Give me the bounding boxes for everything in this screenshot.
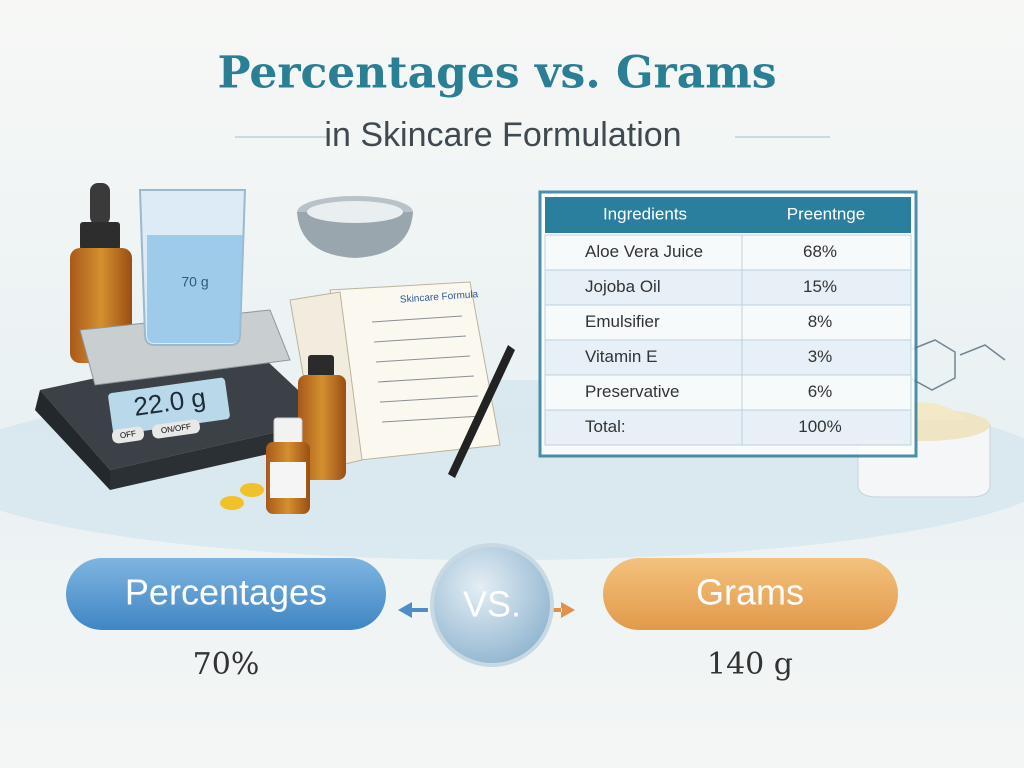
ingredient-percent: 3%: [808, 347, 833, 366]
percent-pill: [66, 558, 386, 630]
ingredient-table: Ingredients Preentnge Aloe Vera Juice 68%…: [538, 190, 918, 458]
ingredient-name: Jojoba Oil: [585, 277, 661, 296]
arrow: [398, 602, 428, 618]
bottles: [220, 355, 346, 514]
ingredient-name: Total:: [585, 417, 626, 436]
comparison: Percentages Grams VS. 70% 140 g: [66, 543, 898, 682]
table-row: [544, 234, 912, 271]
beaker-label: 70 g: [181, 274, 208, 290]
ingredient-percent: 15%: [803, 277, 837, 296]
bowl: [297, 196, 413, 258]
ingredient-name: Aloe Vera Juice: [585, 242, 703, 261]
ingredient-percent: 68%: [803, 242, 837, 261]
table-row: [544, 304, 912, 341]
vs-circle: [430, 543, 554, 667]
scale: 22.0 g OFF ON/OFF: [35, 309, 330, 490]
title: Percentages vs. Grams: [217, 48, 776, 99]
table-row: [544, 269, 912, 306]
ingredient-name: Vitamin E: [585, 347, 657, 366]
grams-label: Grams: [696, 572, 804, 613]
ingredient-percent: 8%: [808, 312, 833, 331]
ingredient-name: Preservative: [585, 382, 679, 401]
table-header: Ingredients: [603, 204, 687, 223]
ingredient-percent: 6%: [808, 382, 833, 401]
percent-value: 70%: [193, 647, 260, 682]
vs-label: VS.: [463, 584, 521, 625]
percent-label: Percentages: [125, 572, 327, 613]
ingredient-name: Emulsifier: [585, 312, 660, 331]
scale-button: ON/OFF: [160, 422, 191, 435]
table-header: Preentnge: [787, 204, 865, 223]
ingredient-percent: 100%: [798, 417, 841, 436]
grams-value: 140 g: [707, 647, 793, 682]
table-row: [544, 409, 912, 446]
table-row: [544, 374, 912, 411]
subtitle: in Skincare Formulation: [324, 116, 681, 154]
table-row: [544, 339, 912, 376]
grams-pill: [603, 558, 898, 630]
notebook-title: Skincare Formula: [400, 289, 479, 305]
scale-button: OFF: [119, 429, 136, 440]
beaker: 70 g: [138, 189, 247, 346]
